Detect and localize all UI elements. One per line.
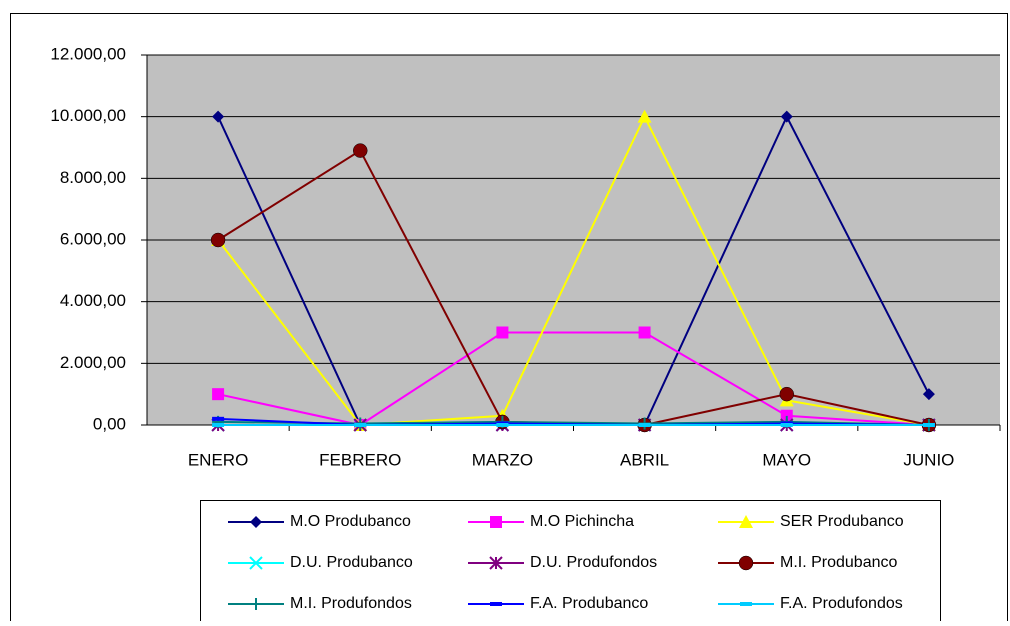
y-tick-label: 12.000,00 [50, 44, 126, 63]
legend-label: M.I. Produbanco [780, 554, 898, 571]
marker [353, 143, 368, 158]
marker [779, 386, 794, 402]
marker [496, 326, 509, 339]
series-line [217, 331, 929, 427]
legend-label: F.A. Produfondos [780, 595, 903, 612]
legend-label: M.O Pichincha [530, 513, 634, 530]
series-line [217, 114, 930, 427]
marker [489, 556, 503, 570]
x-tick-label: JUNIO [903, 450, 954, 469]
marker [249, 556, 263, 570]
legend-box [200, 500, 941, 626]
y-tick-label: 10.000,00 [50, 106, 126, 125]
x-tick-label: MAYO [762, 450, 811, 469]
x-tick-label: FEBRERO [319, 450, 401, 469]
marker [637, 109, 652, 123]
legend-label: M.I. Produfondos [290, 595, 412, 612]
marker [250, 598, 262, 610]
y-tick-label: 4.000,00 [60, 291, 126, 310]
y-tick-label: 6.000,00 [60, 229, 126, 248]
x-tick-label: ABRIL [620, 450, 669, 469]
y-tick-label: 8.000,00 [60, 168, 126, 187]
marker [212, 110, 225, 123]
marker [250, 516, 262, 528]
marker [738, 555, 754, 571]
chart-border [10, 13, 1008, 621]
marker [210, 232, 226, 248]
y-tick-label: 0,00 [93, 414, 126, 433]
legend: M.O Produbanco M.O Pichincha SER Produbanc… [200, 500, 941, 626]
legend-label: D.U. Produbanco [290, 554, 413, 571]
marker [922, 388, 935, 401]
marker [638, 326, 651, 339]
marker [212, 388, 225, 401]
legend-label: SER Produbanco [780, 513, 904, 530]
marker [739, 515, 753, 528]
x-tick-label: ENERO [188, 450, 248, 469]
legend-label: M.O Produbanco [290, 513, 411, 530]
x-tick-label: MARZO [472, 450, 533, 469]
marker [780, 110, 793, 123]
legend-label: D.U. Produfondos [530, 554, 657, 571]
marker [490, 516, 502, 528]
y-tick-label: 2.000,00 [60, 353, 126, 372]
marker [780, 409, 793, 422]
legend-label: F.A. Produbanco [530, 595, 648, 612]
